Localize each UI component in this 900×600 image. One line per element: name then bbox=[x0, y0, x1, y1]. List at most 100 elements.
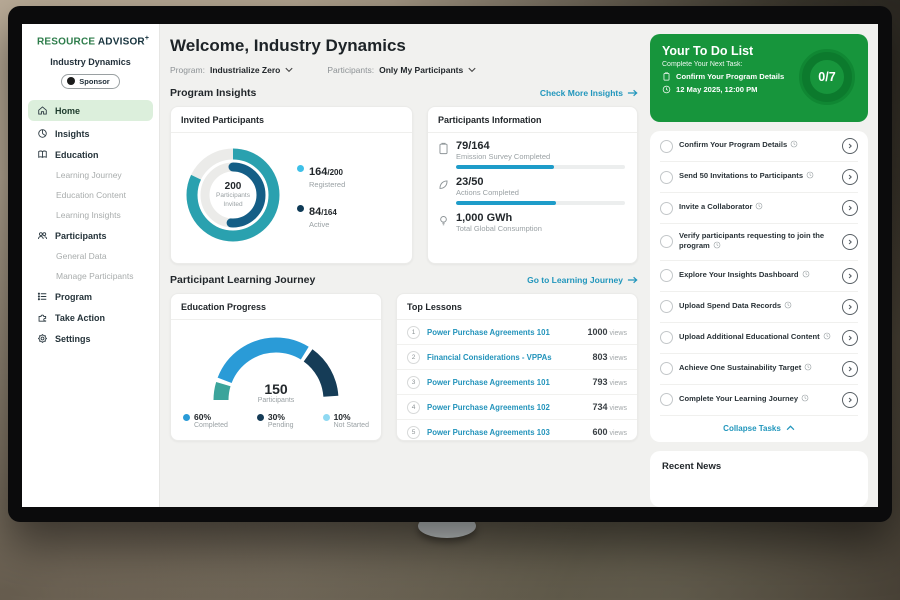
lesson-link[interactable]: Power Purchase Agreements 103 bbox=[427, 427, 550, 437]
sidebar-item-program[interactable]: Program bbox=[22, 286, 159, 307]
task-go-button[interactable] bbox=[842, 138, 858, 154]
task-go-button[interactable] bbox=[842, 298, 858, 315]
arrow-right-icon bbox=[627, 276, 638, 284]
progress-bar bbox=[456, 201, 625, 206]
sidebar-item-settings[interactable]: Settings bbox=[22, 328, 159, 349]
invited-participants-card: Invited Participants bbox=[170, 106, 413, 264]
task-checkbox[interactable] bbox=[660, 331, 673, 344]
insights-icon bbox=[38, 129, 47, 139]
clock-icon bbox=[823, 332, 831, 343]
clock-icon bbox=[784, 301, 792, 312]
task-checkbox[interactable] bbox=[660, 139, 673, 153]
lesson-link[interactable]: Financial Considerations - VPPAs bbox=[427, 352, 552, 362]
task-checkbox[interactable] bbox=[660, 269, 673, 282]
legend-registered: 164/200 Registered bbox=[297, 162, 345, 189]
sidebar-item-learning-insights[interactable]: Learning Insights bbox=[56, 210, 121, 221]
task-checkbox[interactable] bbox=[660, 300, 673, 313]
gauge-center-value: 150 bbox=[264, 381, 288, 397]
sponsor-label: Sponsor bbox=[79, 76, 110, 86]
task-go-button[interactable] bbox=[842, 169, 858, 185]
task-row: Achieve One Sustainability Target bbox=[660, 354, 858, 385]
task-checkbox[interactable] bbox=[660, 235, 673, 249]
dashboard-screen: RESOURCE ADVISOR+ Industry Dynamics Spon… bbox=[22, 24, 878, 507]
gauge-center-label: Participants bbox=[257, 397, 295, 404]
sponsor-icon bbox=[67, 77, 76, 86]
donut-center-label: Participants Invited bbox=[216, 192, 250, 208]
card-title: Participants Information bbox=[428, 107, 637, 133]
donut-inner-arc bbox=[200, 162, 266, 228]
lesson-link[interactable]: Power Purchase Agreements 101 bbox=[427, 327, 550, 337]
sidebar-item-manage-participants[interactable]: Manage Participants bbox=[56, 271, 134, 282]
legend-pending: 30% Pending bbox=[256, 412, 294, 429]
sidebar-item-general-data[interactable]: General Data bbox=[56, 251, 107, 262]
sidebar-item-insights[interactable]: Insights bbox=[22, 123, 159, 144]
task-checkbox[interactable] bbox=[660, 393, 673, 406]
task-row: Invite a Collaborator bbox=[660, 193, 858, 224]
collapse-tasks-link[interactable]: Collapse Tasks bbox=[660, 416, 858, 442]
org-name: Industry Dynamics bbox=[50, 57, 131, 68]
link-label: Check More Insights bbox=[539, 88, 623, 98]
rank-badge: 5 bbox=[407, 425, 420, 439]
lesson-row: 4 Power Purchase Agreements 102 734 views bbox=[397, 395, 637, 420]
collapse-label: Collapse Tasks bbox=[723, 423, 781, 433]
todo-column: Your To Do List Complete Your Next Task:… bbox=[650, 34, 868, 507]
go-to-learning-journey-link[interactable]: Go to Learning Journey bbox=[527, 275, 638, 285]
sidebar-item-education-content[interactable]: Education Content bbox=[56, 190, 126, 201]
lesson-link[interactable]: Power Purchase Agreements 101 bbox=[427, 377, 550, 387]
sidebar-item-label: Insights bbox=[55, 128, 90, 139]
link-label: Go to Learning Journey bbox=[527, 275, 623, 285]
rank-badge: 4 bbox=[407, 400, 420, 414]
legend-completed: 60% Completed bbox=[183, 412, 228, 429]
rank-badge: 3 bbox=[407, 375, 420, 389]
task-row: Upload Additional Educational Content bbox=[660, 323, 858, 354]
task-go-button[interactable] bbox=[842, 360, 858, 377]
task-checkbox[interactable] bbox=[660, 362, 673, 375]
recent-news-card: Recent News bbox=[650, 450, 868, 507]
sidebar-item-learning-journey[interactable]: Learning Journey bbox=[56, 170, 122, 181]
participants-select[interactable]: Participants: Only My Participants bbox=[327, 65, 476, 75]
clipboard-icon bbox=[663, 72, 670, 81]
sidebar-item-education[interactable]: Education bbox=[22, 144, 159, 165]
legend-dot bbox=[297, 164, 304, 172]
clock-icon bbox=[662, 85, 671, 94]
task-go-button[interactable] bbox=[842, 391, 858, 408]
logo-plus: + bbox=[144, 35, 150, 42]
task-checkbox[interactable] bbox=[660, 201, 673, 215]
gear-icon bbox=[38, 334, 47, 344]
stat-global-consumption: 1,000 GWh Total Global Consumption bbox=[428, 205, 637, 237]
card-title: Invited Participants bbox=[171, 107, 412, 133]
clock-icon bbox=[802, 270, 810, 281]
sponsor-badge[interactable]: Sponsor bbox=[61, 73, 120, 89]
chevron-down-icon bbox=[468, 65, 476, 75]
task-checkbox[interactable] bbox=[660, 170, 673, 184]
lesson-link[interactable]: Power Purchase Agreements 102 bbox=[427, 402, 550, 412]
todo-progress-value: 0/7 bbox=[818, 70, 836, 84]
sidebar-item-home[interactable]: Home bbox=[28, 100, 153, 122]
program-select[interactable]: Program: Industrialize Zero bbox=[170, 65, 293, 75]
arrow-right-icon bbox=[627, 89, 638, 97]
task-go-button[interactable] bbox=[842, 233, 858, 250]
sidebar-nav: Home Insights Education Learning Journey… bbox=[22, 100, 159, 349]
participants-information-card: Participants Information 79/164 Emission… bbox=[427, 106, 638, 264]
sidebar-item-label: Take Action bbox=[55, 312, 106, 323]
task-go-button[interactable] bbox=[842, 267, 858, 284]
take-action-icon bbox=[38, 315, 47, 322]
task-go-button[interactable] bbox=[842, 200, 858, 216]
clock-icon bbox=[790, 140, 798, 151]
clock-icon bbox=[713, 241, 721, 252]
leaf-icon bbox=[439, 180, 448, 189]
sidebar-item-participants[interactable]: Participants bbox=[22, 225, 159, 246]
section-title-program-insights: Program Insights bbox=[170, 87, 257, 99]
clock-icon bbox=[755, 202, 763, 213]
legend-dot bbox=[297, 204, 304, 212]
clock-icon bbox=[806, 171, 814, 182]
participants-label: Participants: bbox=[327, 65, 375, 75]
task-row: Upload Spend Data Records bbox=[660, 292, 858, 323]
todo-title: Your To Do List bbox=[662, 44, 754, 58]
sidebar-item-take-action[interactable]: Take Action bbox=[22, 307, 159, 328]
chevron-up-icon bbox=[786, 425, 795, 431]
content-column: Welcome, Industry Dynamics Program: Indu… bbox=[170, 34, 638, 507]
check-more-insights-link[interactable]: Check More Insights bbox=[540, 88, 638, 98]
task-row: Confirm Your Program Details bbox=[660, 131, 858, 162]
task-go-button[interactable] bbox=[842, 329, 858, 346]
